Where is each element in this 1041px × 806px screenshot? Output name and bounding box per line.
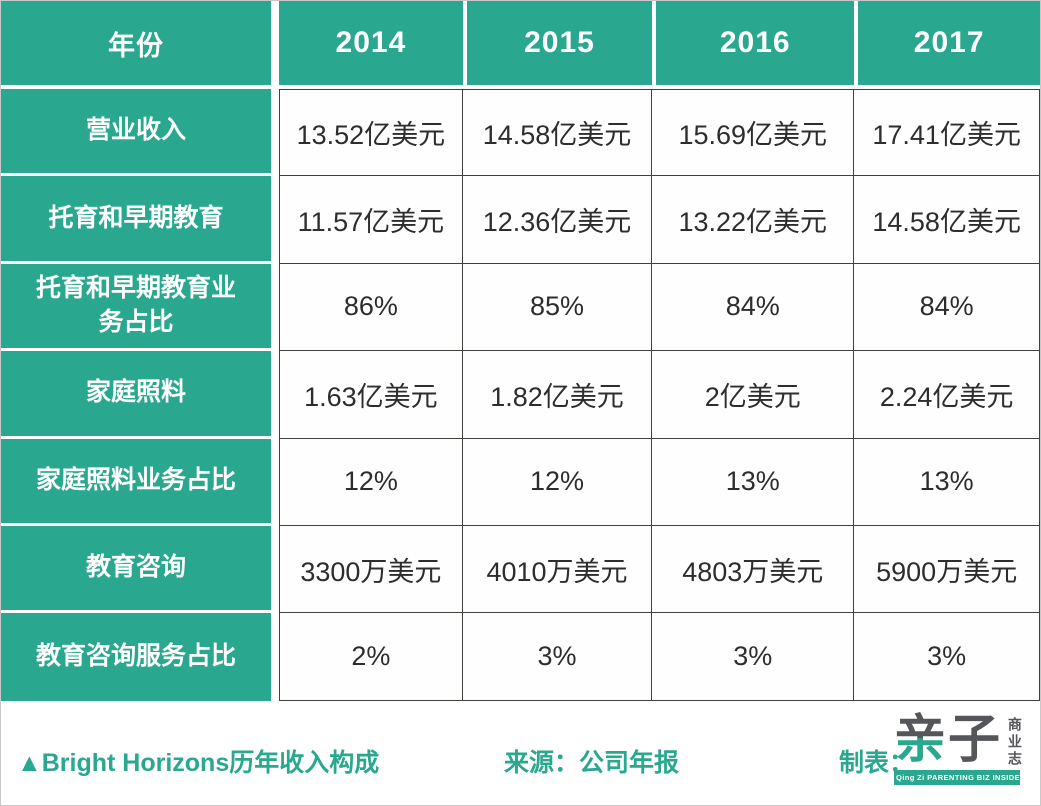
column-gutter <box>271 176 279 264</box>
column-gutter <box>271 1 279 89</box>
table-cell: 12% <box>462 438 653 526</box>
table-cell: 15.69亿美元 <box>652 89 855 177</box>
table-cell: 4010万美元 <box>462 525 653 614</box>
table-cell: 2.24亿美元 <box>854 351 1040 439</box>
column-gutter <box>271 263 279 352</box>
column-gutter <box>271 525 279 614</box>
table-cell: 86% <box>279 263 463 352</box>
table-cell: 3% <box>462 613 653 701</box>
row-label-family-care-share: 家庭照料业务占比 <box>1 438 271 526</box>
table-cell: 12% <box>279 438 463 526</box>
qinzi-logo-main: 亲亲子 <box>894 713 1002 768</box>
revenue-table: 年份 2014 2015 2016 2017 营业收入 13.52亿美元 14.… <box>1 1 1040 701</box>
table-cell: 84% <box>652 263 855 352</box>
table-cell: 3% <box>854 613 1040 701</box>
row-label-childcare-early-education: 托育和早期教育 <box>1 176 271 264</box>
column-gutter <box>271 438 279 526</box>
table-cell: 17.41亿美元 <box>854 89 1040 177</box>
table-cell: 11.57亿美元 <box>279 176 463 264</box>
row-label-family-care: 家庭照料 <box>1 351 271 439</box>
row-label-education-consulting: 教育咨询 <box>1 525 271 614</box>
table-cell: 5900万美元 <box>854 525 1040 614</box>
source-label: 来源：公司年报 <box>504 749 680 777</box>
table-cell: 3% <box>652 613 855 701</box>
column-gutter <box>271 351 279 439</box>
qinzi-logo: 亲亲子 商业志 Qing Zi PARENTING BIZ INSIDER <box>894 713 1036 785</box>
table-cell: 2亿美元 <box>652 351 855 439</box>
table-cell: 1.63亿美元 <box>279 351 463 439</box>
qinzi-logo-characters: 亲亲子 商业志 <box>894 713 1036 768</box>
table-cell: 12.36亿美元 <box>462 176 653 264</box>
row-label-revenue: 营业收入 <box>1 89 271 177</box>
table-cell: 13.22亿美元 <box>652 176 855 264</box>
table-cell: 3300万美元 <box>279 525 463 614</box>
figure-footer: ▲Bright Horizons历年收入构成 来源：公司年报 制表： 亲亲子 商… <box>1 701 1040 805</box>
qinzi-logo-vertical-text: 商业志 <box>1006 717 1023 768</box>
header-cell-2017: 2017 <box>854 1 1040 89</box>
header-cell-2016: 2016 <box>652 1 855 89</box>
table-cell: 85% <box>462 263 653 352</box>
header-cell-2014: 2014 <box>279 1 463 89</box>
table-cell: 2% <box>279 613 463 701</box>
table-cell: 13% <box>854 438 1040 526</box>
table-cell: 13% <box>652 438 855 526</box>
table-cell: 1.82亿美元 <box>462 351 653 439</box>
table-cell: 84% <box>854 263 1040 352</box>
zi-character: 子 <box>948 711 1003 769</box>
header-cell-2015: 2015 <box>462 1 653 89</box>
table-cell: 14.58亿美元 <box>854 176 1040 264</box>
table-cell: 4803万美元 <box>652 525 855 614</box>
table-cell: 14.58亿美元 <box>462 89 653 177</box>
table-cell: 13.52亿美元 <box>279 89 463 177</box>
qin-character: 亲亲 <box>894 711 949 769</box>
figure-caption: ▲Bright Horizons历年收入构成 <box>17 749 380 777</box>
row-label-childcare-share: 托育和早期教育业务占比 <box>1 263 271 352</box>
row-label-education-consulting-share: 教育咨询服务占比 <box>1 613 271 701</box>
qinzi-logo-banner: Qing Zi PARENTING BIZ INSIDER <box>894 770 1025 785</box>
column-gutter <box>271 89 279 177</box>
header-cell-year: 年份 <box>1 1 271 89</box>
column-gutter <box>271 613 279 701</box>
